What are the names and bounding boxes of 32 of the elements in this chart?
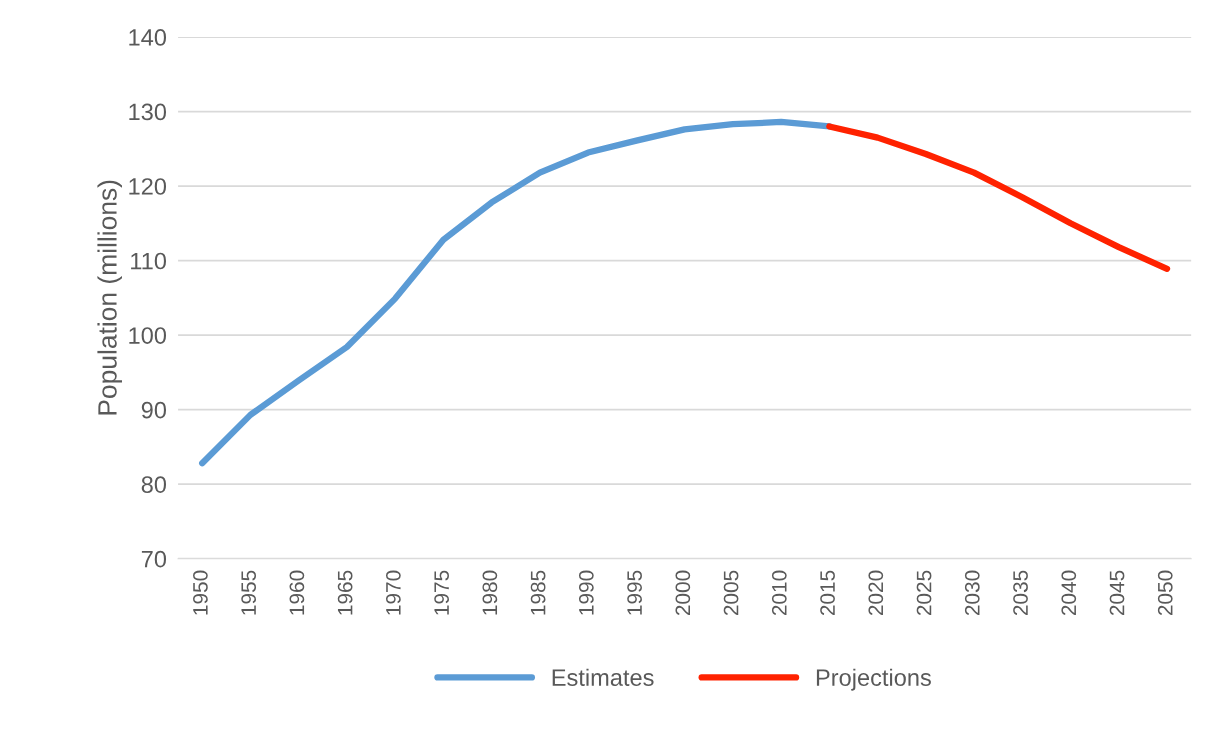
legend-label: Estimates [552, 668, 654, 686]
y-tick-label: 120 [129, 178, 167, 195]
x-tick-label: 2035 [1013, 570, 1028, 616]
y-tick-label: 90 [141, 401, 167, 419]
x-tick-label: 2015 [820, 570, 835, 616]
x-tick-label: 1995 [627, 570, 642, 615]
x-tick-label: 2050 [1157, 570, 1173, 616]
x-tick-label: 2010 [771, 570, 787, 616]
x-tick-label: 1980 [482, 570, 498, 615]
x-tick-label: 1970 [385, 570, 401, 615]
legend-label: Projections [816, 668, 931, 691]
x-tick-label: 2030 [964, 570, 980, 616]
x-tick-label: 1985 [530, 570, 546, 615]
y-tick-label: 100 [129, 327, 167, 344]
y-tick-label: 70 [141, 550, 167, 568]
x-tick-label: 1960 [289, 570, 305, 615]
y-axis-title: Population (millions) [97, 180, 122, 415]
x-tick-label: 2025 [916, 570, 932, 616]
x-tick-label: 2000 [675, 570, 691, 616]
y-tick-label: 130 [129, 103, 167, 121]
y-tick-label: 140 [129, 29, 167, 46]
y-tick-label: 80 [141, 476, 167, 493]
x-tick-label: 1950 [193, 570, 208, 615]
x-tick-label: 1965 [337, 570, 353, 615]
y-tick-label: 110 [131, 252, 167, 270]
x-tick-label: 2005 [723, 570, 739, 616]
x-tick-label: 1955 [241, 570, 257, 615]
x-tick-label: 1990 [578, 570, 594, 615]
x-tick-label: 2040 [1061, 570, 1077, 616]
x-tick-label: 1975 [434, 570, 449, 615]
x-tick-label: 2045 [1109, 570, 1125, 616]
x-tick-label: 2020 [868, 570, 884, 616]
